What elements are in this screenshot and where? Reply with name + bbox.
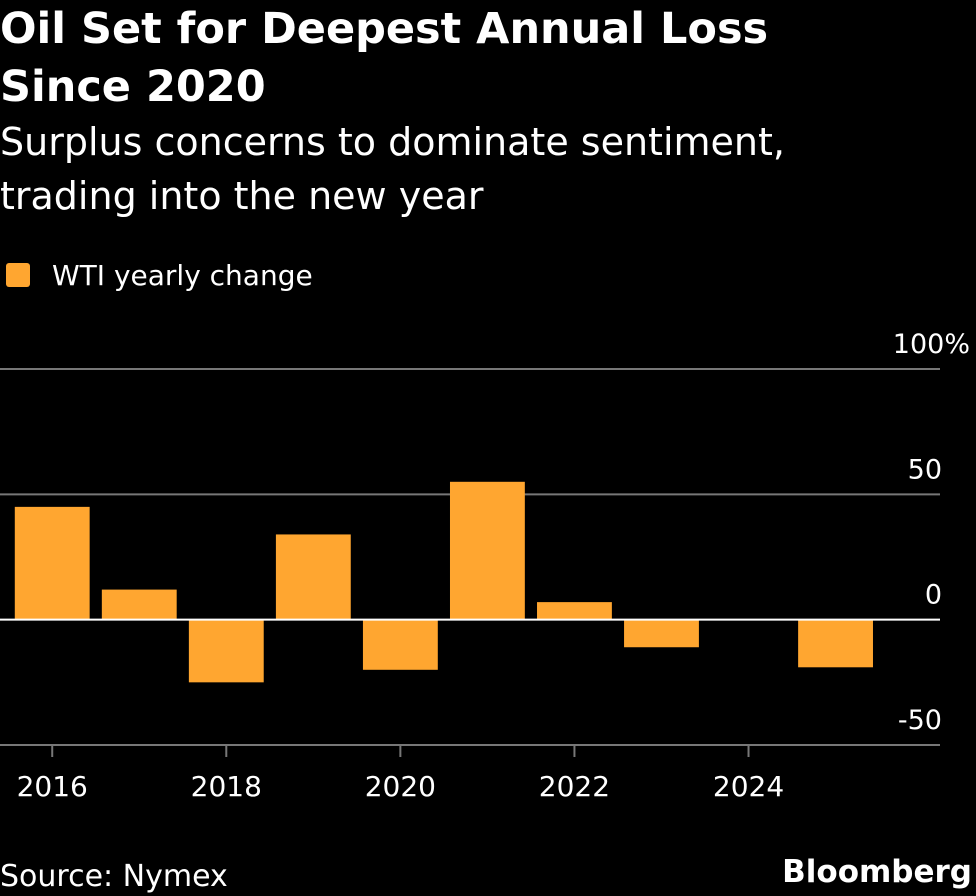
x-tick-label: 2016 bbox=[17, 770, 88, 803]
bar bbox=[537, 602, 612, 620]
bar bbox=[188, 619, 264, 683]
chart-title: Oil Set for Deepest Annual Loss Since 20… bbox=[0, 4, 769, 112]
bar bbox=[275, 534, 351, 620]
chart-subtitle: Surplus concerns to dominate sentiment, … bbox=[0, 120, 785, 218]
x-tick-label: 2022 bbox=[539, 770, 610, 803]
title-box: Oil Set for Deepest Annual Loss Since 20… bbox=[0, 4, 769, 112]
legend-label: WTI yearly change bbox=[52, 259, 313, 292]
bar bbox=[624, 619, 699, 648]
y-tick-label: 50 bbox=[908, 454, 942, 485]
bar bbox=[14, 506, 90, 620]
y-tick-label: 0 bbox=[925, 580, 942, 611]
legend-swatch bbox=[6, 263, 30, 287]
y-tick-label: 100% bbox=[893, 329, 970, 360]
bar bbox=[362, 619, 438, 670]
subtitle-box: Surplus concerns to dominate sentiment, … bbox=[0, 120, 785, 218]
x-tick-label: 2024 bbox=[713, 770, 784, 803]
source: Source: Nymex bbox=[0, 859, 228, 894]
bar bbox=[101, 589, 177, 620]
brand: Bloomberg bbox=[782, 854, 972, 890]
bar bbox=[449, 481, 525, 620]
x-tick-label: 2020 bbox=[365, 770, 436, 803]
y-tick-label: -50 bbox=[898, 705, 942, 736]
x-tick-label: 2018 bbox=[191, 770, 262, 803]
bar bbox=[798, 619, 873, 668]
